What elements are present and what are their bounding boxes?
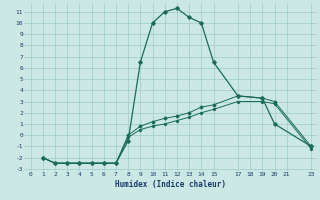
X-axis label: Humidex (Indice chaleur): Humidex (Indice chaleur) [115,180,226,189]
